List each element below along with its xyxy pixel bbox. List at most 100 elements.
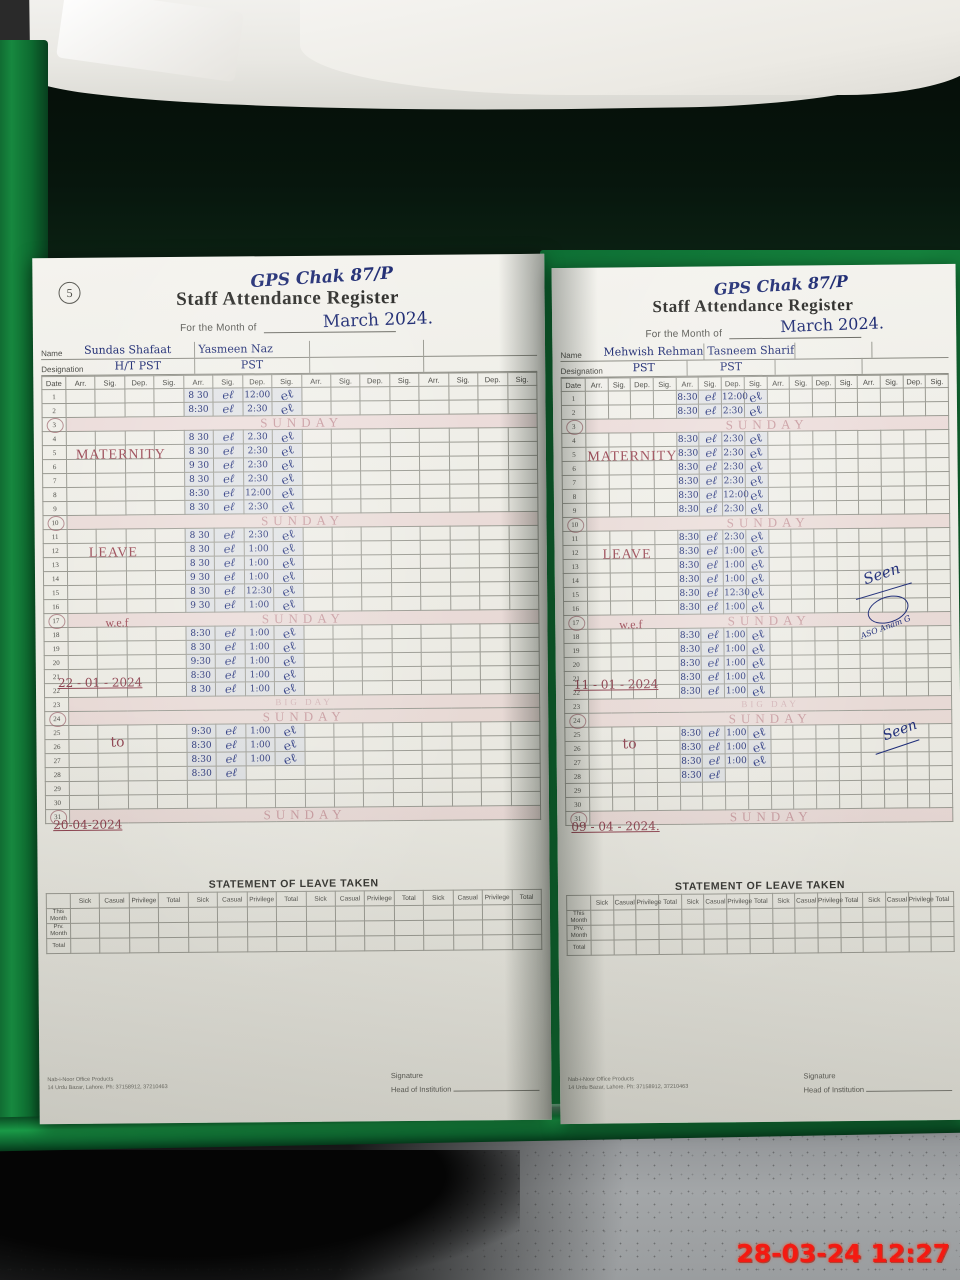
departure-cell[interactable]: 1:00 xyxy=(244,667,275,682)
departure-signature-cell[interactable] xyxy=(836,500,859,515)
arrival-cell[interactable] xyxy=(858,458,882,473)
departure-cell[interactable] xyxy=(814,598,838,613)
arrival-signature-cell[interactable]: ℮ℓ xyxy=(214,541,244,557)
arrival-signature-cell[interactable] xyxy=(98,752,129,768)
departure-cell[interactable] xyxy=(631,460,655,475)
departure-cell[interactable]: 1:00 xyxy=(725,753,749,768)
departure-signature-cell[interactable] xyxy=(157,738,187,753)
arrival-signature-cell[interactable] xyxy=(608,432,632,448)
departure-cell[interactable] xyxy=(632,586,656,601)
departure-signature-cell[interactable] xyxy=(157,766,188,781)
departure-signature-cell[interactable]: ℮ℓ xyxy=(273,582,304,599)
departure-cell[interactable]: 1:00 xyxy=(244,569,274,584)
arrival-signature-cell[interactable]: ℮ℓ xyxy=(213,457,244,473)
departure-signature-cell[interactable] xyxy=(927,569,951,584)
arrival-cell[interactable] xyxy=(67,627,98,642)
arrival-signature-cell[interactable] xyxy=(792,682,816,698)
departure-signature-cell[interactable] xyxy=(655,600,679,615)
arrival-signature-cell[interactable] xyxy=(332,526,362,542)
arrival-signature-cell[interactable] xyxy=(334,764,364,780)
arrival-cell[interactable] xyxy=(67,529,97,544)
departure-cell[interactable] xyxy=(905,639,929,654)
departure-cell[interactable] xyxy=(634,754,658,769)
arrival-cell[interactable]: 8:30 xyxy=(186,766,217,781)
departure-cell[interactable] xyxy=(478,427,508,442)
departure-cell[interactable] xyxy=(903,429,927,444)
arrival-signature-cell[interactable] xyxy=(880,457,904,473)
arrival-signature-cell[interactable] xyxy=(450,581,480,597)
departure-cell[interactable] xyxy=(360,442,391,457)
departure-cell[interactable] xyxy=(812,430,836,445)
departure-cell[interactable] xyxy=(906,751,930,766)
arrival-cell[interactable] xyxy=(858,486,882,501)
arrival-cell[interactable]: 8:30 xyxy=(676,390,699,405)
departure-signature-cell[interactable] xyxy=(926,471,950,486)
departure-cell[interactable]: 2:30 xyxy=(243,527,274,542)
departure-signature-cell[interactable] xyxy=(927,597,951,612)
departure-cell[interactable] xyxy=(813,556,837,571)
arrival-cell[interactable] xyxy=(589,769,613,784)
arrival-signature-cell[interactable] xyxy=(451,777,482,793)
arrival-signature-cell[interactable] xyxy=(448,427,479,443)
departure-cell[interactable] xyxy=(630,390,654,405)
staff-designation-1-left[interactable]: H/T PST xyxy=(114,359,162,373)
arrival-cell[interactable]: 8 30 xyxy=(184,472,214,487)
arrival-cell[interactable] xyxy=(766,403,790,418)
arrival-signature-cell[interactable]: ℮ℓ xyxy=(213,471,244,487)
departure-signature-cell[interactable]: ℮ℓ xyxy=(272,400,302,417)
arrival-signature-cell[interactable]: ℮ℓ xyxy=(702,767,726,783)
arrival-cell[interactable] xyxy=(859,528,882,543)
arrival-signature-cell[interactable] xyxy=(98,766,129,782)
arrival-cell[interactable] xyxy=(69,753,99,768)
departure-signature-cell[interactable] xyxy=(838,766,862,781)
departure-cell[interactable]: 1:00 xyxy=(244,639,275,654)
arrival-signature-cell[interactable] xyxy=(608,460,632,476)
departure-signature-cell[interactable] xyxy=(508,483,538,498)
arrival-cell[interactable] xyxy=(67,585,98,600)
departure-cell[interactable] xyxy=(125,430,155,445)
arrival-signature-cell[interactable] xyxy=(333,652,363,668)
leave-value-cell[interactable] xyxy=(863,922,886,938)
arrival-signature-cell[interactable] xyxy=(95,430,126,446)
departure-signature-cell[interactable] xyxy=(156,626,186,641)
departure-cell[interactable] xyxy=(905,625,929,640)
departure-cell[interactable] xyxy=(632,544,656,559)
departure-signature-cell[interactable] xyxy=(391,652,422,667)
arrival-cell[interactable] xyxy=(67,571,98,586)
departure-cell[interactable] xyxy=(906,723,930,738)
arrival-cell[interactable] xyxy=(301,401,332,416)
arrival-cell[interactable]: 8:30 xyxy=(677,488,700,503)
departure-signature-cell[interactable] xyxy=(748,781,772,796)
arrival-signature-cell[interactable] xyxy=(612,782,635,798)
departure-cell[interactable] xyxy=(814,654,838,669)
departure-signature-cell[interactable] xyxy=(156,668,187,683)
arrival-cell[interactable]: 8:30 xyxy=(676,432,700,447)
leave-value-cell[interactable] xyxy=(863,937,887,953)
departure-cell[interactable] xyxy=(631,446,655,461)
arrival-cell[interactable] xyxy=(857,430,881,445)
leave-value-cell[interactable] xyxy=(636,909,659,925)
departure-cell[interactable] xyxy=(360,400,390,415)
departure-signature-cell[interactable]: ℮ℓ xyxy=(272,428,302,445)
departure-signature-cell[interactable] xyxy=(656,726,680,741)
arrival-cell[interactable] xyxy=(302,569,333,584)
arrival-signature-cell[interactable] xyxy=(96,556,127,572)
arrival-cell[interactable] xyxy=(587,559,610,574)
arrival-cell[interactable]: 8:30 xyxy=(679,740,703,755)
departure-cell[interactable] xyxy=(907,779,930,794)
leave-value-cell[interactable] xyxy=(247,936,277,952)
arrival-signature-cell[interactable] xyxy=(610,642,634,658)
leave-value-cell[interactable] xyxy=(908,906,932,922)
leave-value-cell[interactable] xyxy=(704,923,728,940)
departure-cell[interactable]: 2:30 xyxy=(722,501,746,516)
arrival-signature-cell[interactable] xyxy=(450,623,481,639)
arrival-cell[interactable]: 8 30 xyxy=(184,444,214,459)
leave-value-cell[interactable] xyxy=(394,935,425,951)
departure-cell[interactable] xyxy=(362,680,393,695)
departure-signature-cell[interactable]: ℮ℓ xyxy=(274,736,305,753)
arrival-signature-cell[interactable]: ℮ℓ xyxy=(213,401,243,417)
leave-value-cell[interactable] xyxy=(749,923,773,939)
leave-value-cell[interactable] xyxy=(659,939,682,955)
departure-cell[interactable]: 1:00 xyxy=(724,725,748,740)
arrival-signature-cell[interactable] xyxy=(882,555,905,571)
